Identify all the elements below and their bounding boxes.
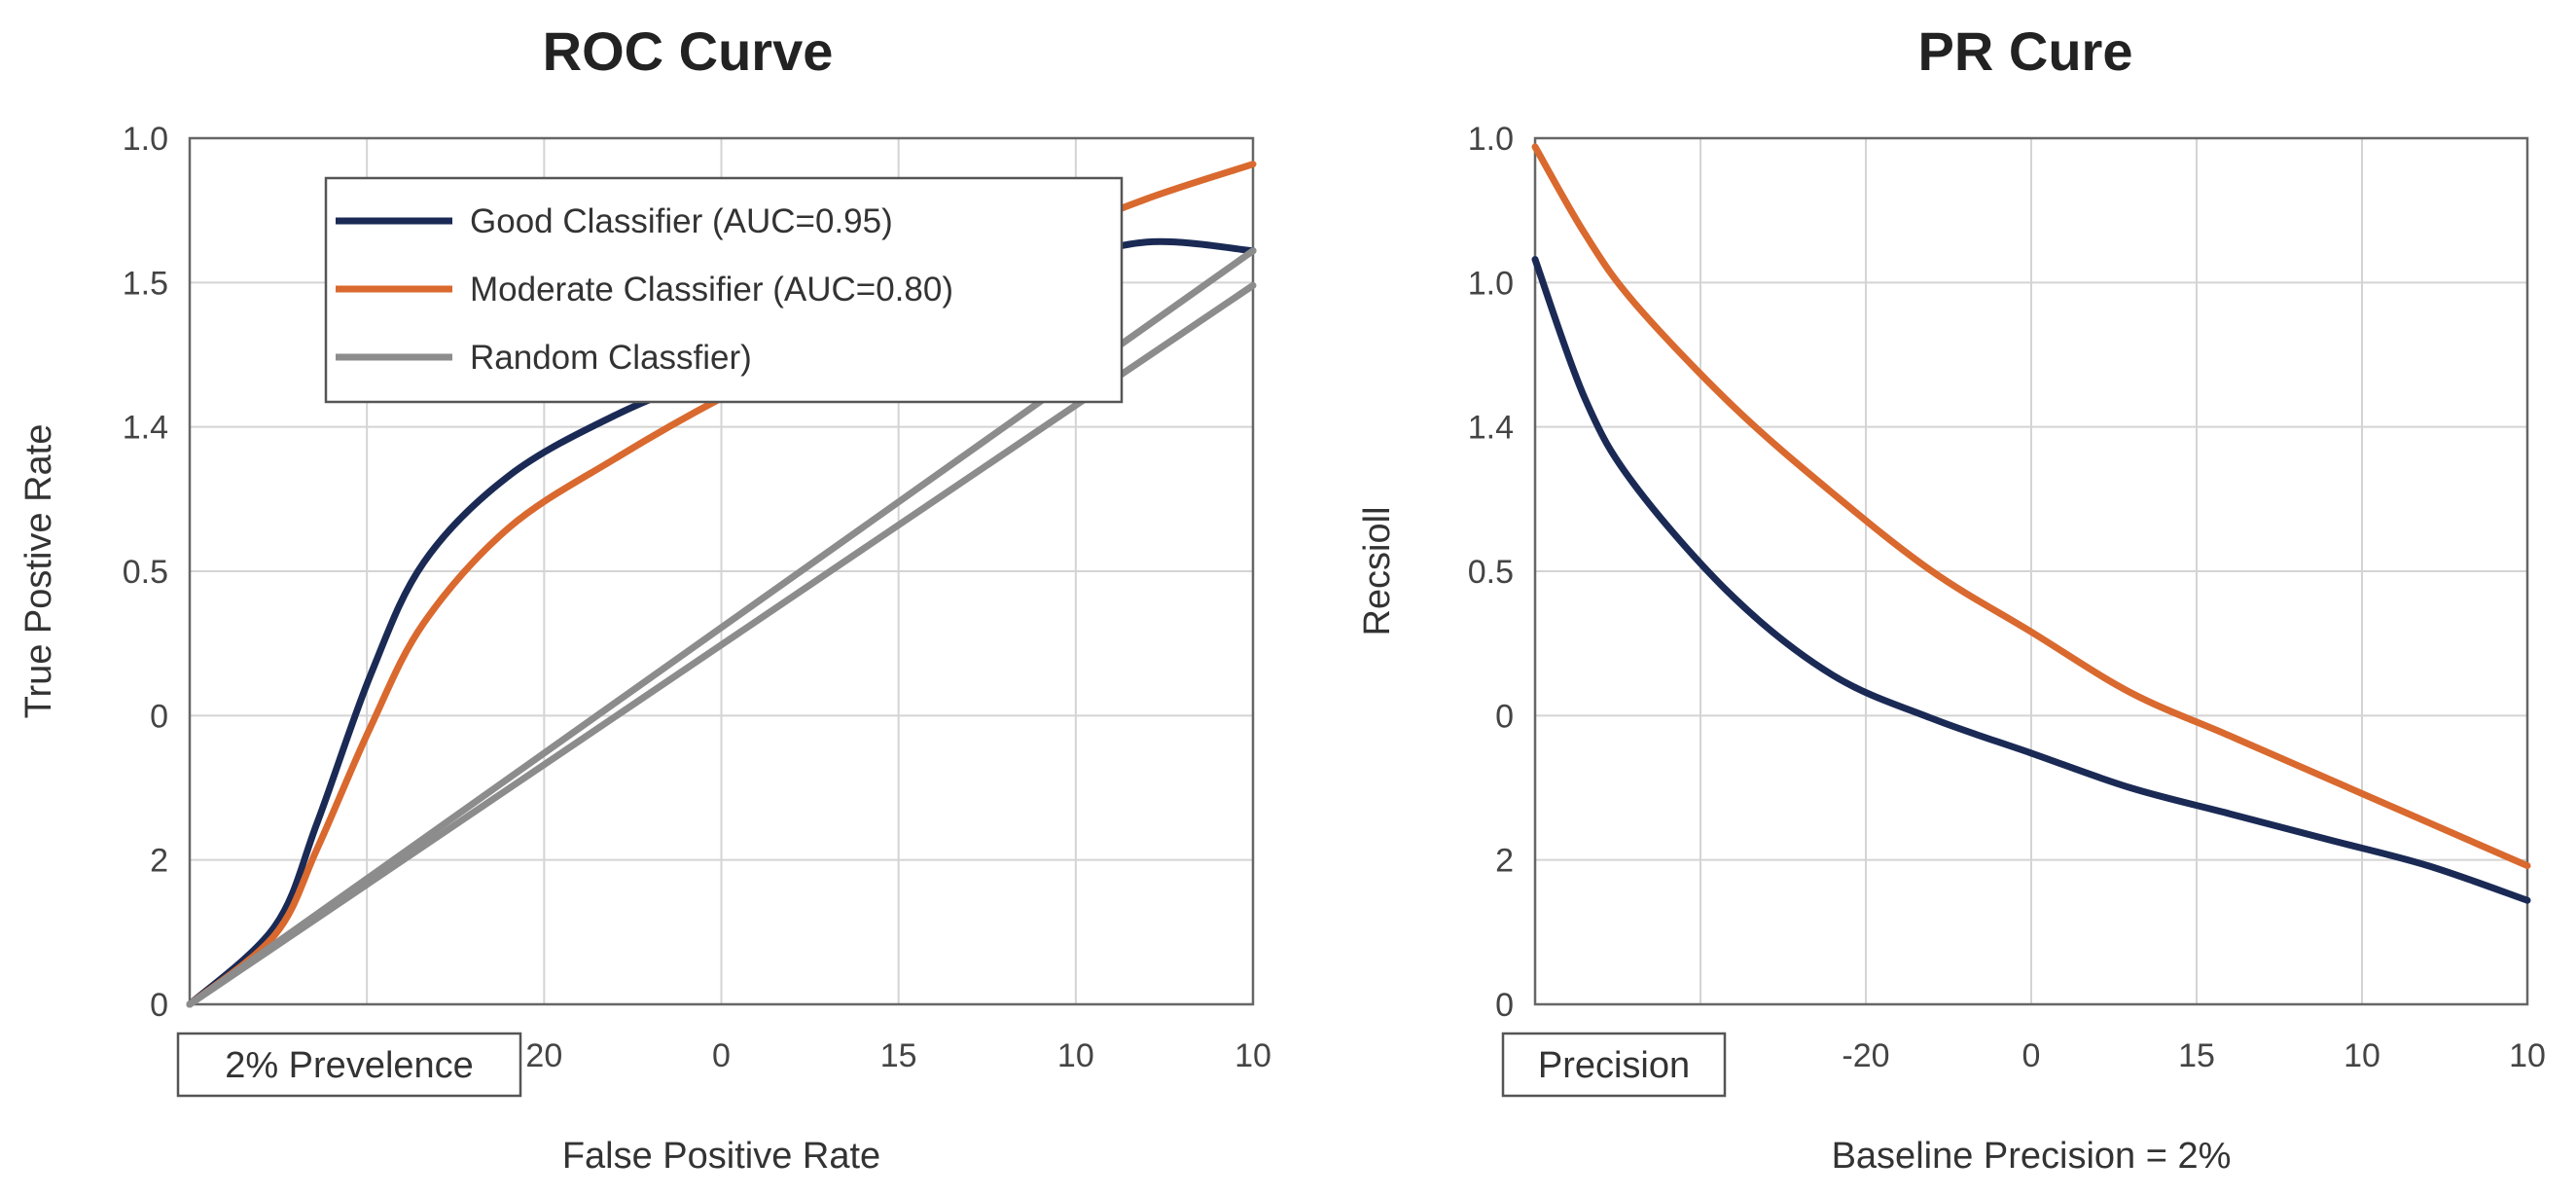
y-tick-label: 1.5 bbox=[123, 265, 168, 302]
y-tick-label: 1.0 bbox=[1468, 265, 1514, 302]
x-tick-label: 15 bbox=[2178, 1037, 2215, 1074]
y-axis-label: Recsioll bbox=[1357, 506, 1398, 635]
x-tick-label: 10 bbox=[2509, 1037, 2546, 1074]
x-tick-label: 10 bbox=[1234, 1037, 1271, 1074]
legend-box bbox=[324, 176, 1124, 404]
x-tick-label: 0 bbox=[2022, 1037, 2041, 1074]
y-tick-label: 1.4 bbox=[1468, 410, 1514, 447]
x-tick-label: 20 bbox=[525, 1037, 562, 1074]
box-label: Precision bbox=[1538, 1045, 1690, 1086]
series-line bbox=[186, 281, 1257, 1008]
y-tick-label: 1.0 bbox=[1468, 121, 1514, 158]
y-axis-label: True Postive Rate bbox=[18, 424, 59, 719]
box-label-frame bbox=[1501, 1032, 1727, 1098]
series-line bbox=[1531, 143, 2531, 870]
x-axis-label: Baseline Precision = 2% bbox=[1832, 1136, 2232, 1177]
y-tick-label: 1.4 bbox=[123, 410, 168, 447]
box-label: 2% Prevelence bbox=[225, 1045, 474, 1086]
y-tick-label: 0.5 bbox=[1468, 554, 1514, 591]
x-tick-label: -20 bbox=[1842, 1037, 1889, 1074]
plot-frame bbox=[188, 136, 1255, 1006]
box-label-frame bbox=[176, 1032, 522, 1098]
legend-label: Good Classifier (AUC=0.95) bbox=[470, 202, 893, 240]
chart-panel-2: 0 2 0 0.5 1.4 1.0 1.0 -20 0 15 10 10 Precision PR Cur… bbox=[1357, 20, 2546, 1177]
y-tick-label: 0.5 bbox=[123, 554, 168, 591]
y-tick-label: 2 bbox=[1495, 843, 1514, 880]
x-tick-label: 15 bbox=[880, 1037, 917, 1074]
y-tick-label: 1.0 bbox=[123, 121, 168, 158]
y-tick-label: 0 bbox=[150, 698, 168, 735]
chart-title: PR Cure bbox=[1918, 20, 2133, 82]
legend-label: Random Classfier) bbox=[470, 339, 752, 377]
x-tick-label: 10 bbox=[1057, 1037, 1094, 1074]
plot-frame bbox=[1533, 136, 2529, 1006]
y-tick-label: 0 bbox=[1495, 987, 1514, 1024]
x-tick-label: 0 bbox=[712, 1037, 731, 1074]
chart-title: ROC Curve bbox=[543, 20, 834, 82]
y-tick-label: 0 bbox=[150, 987, 168, 1024]
x-axis-label: False Positive Rate bbox=[562, 1136, 880, 1177]
y-tick-label: 0 bbox=[1495, 698, 1514, 735]
series-line bbox=[1531, 256, 2531, 904]
x-tick-label: 10 bbox=[2343, 1037, 2380, 1074]
legend-label: Moderate Classifier (AUC=0.80) bbox=[470, 271, 953, 308]
y-tick-label: 2 bbox=[150, 843, 168, 880]
